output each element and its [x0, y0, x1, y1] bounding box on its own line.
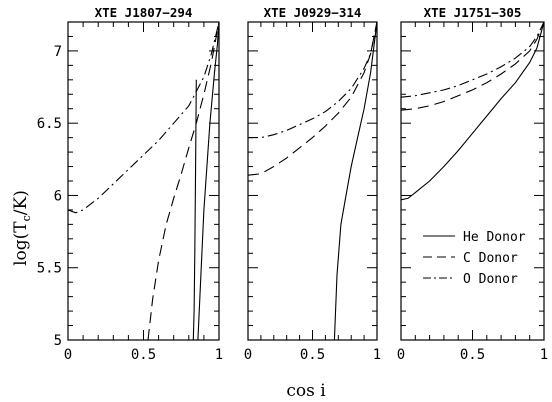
- x-tick-label: 1: [540, 347, 548, 363]
- series-line-dashdot: [248, 22, 377, 139]
- legend-label: O Donor: [463, 272, 518, 287]
- series-line-dashed: [248, 22, 377, 176]
- y-axis-label-main: log(T: [11, 221, 31, 266]
- y-axis-label-end: /K): [11, 190, 31, 215]
- legend: He Donor C Donor O Donor: [423, 230, 526, 287]
- panel-1: XTE J1807−294 0 0.5 1 5 5.5 6 6.5 7: [37, 5, 224, 363]
- x-tick-label: 1: [373, 347, 381, 363]
- x-tick-label: 0: [244, 347, 252, 363]
- x-tick-label: 0: [397, 347, 405, 363]
- y-tick-label: 5.5: [37, 261, 62, 277]
- y-axis-label: log(Tc/K): [11, 190, 33, 266]
- x-axis-label: cos i: [286, 381, 326, 401]
- panel-3: XTE J1751−305 0 0.5 1: [397, 5, 548, 363]
- panels-layer: XTE J1807−294 0 0.5 1 5 5.5 6 6.5 7 XTE J0929−314…: [37, 5, 549, 363]
- y-axis-label-subscript: c: [20, 215, 33, 221]
- panel-title: XTE J1751−305: [424, 5, 522, 20]
- series-line-dashed: [401, 22, 544, 111]
- x-tick-label: 0.5: [300, 347, 325, 363]
- y-tick-label: 6.5: [37, 116, 62, 132]
- svg-text:log(Tc/K): log(Tc/K): [11, 190, 33, 266]
- y-tick-label: 5: [54, 333, 62, 349]
- series-line-dashed: [147, 22, 219, 340]
- panel-frame: [400, 21, 545, 341]
- x-tick-label: 0.5: [460, 347, 485, 363]
- panel-frame: [67, 21, 220, 341]
- legend-label: He Donor: [463, 230, 526, 245]
- x-tick-label: 1: [215, 347, 223, 363]
- x-tick-label: 0.5: [131, 347, 156, 363]
- panel-title: XTE J1807−294: [95, 5, 193, 20]
- y-tick-label: 7: [54, 44, 62, 60]
- panel-frame: [247, 21, 378, 341]
- y-tick-label: 6: [54, 188, 62, 204]
- series-line-solid: [333, 22, 377, 340]
- series-line-solid: [197, 22, 219, 340]
- panel-2: XTE J0929−314 0 0.5 1: [244, 5, 381, 363]
- series-line-dashdot: [401, 22, 544, 98]
- legend-label: C Donor: [463, 251, 518, 266]
- x-tick-label: 0: [64, 347, 72, 363]
- panel-title: XTE J0929−314: [264, 5, 362, 20]
- series-line-solid: [401, 22, 544, 201]
- series-line-solid: [192, 79, 197, 340]
